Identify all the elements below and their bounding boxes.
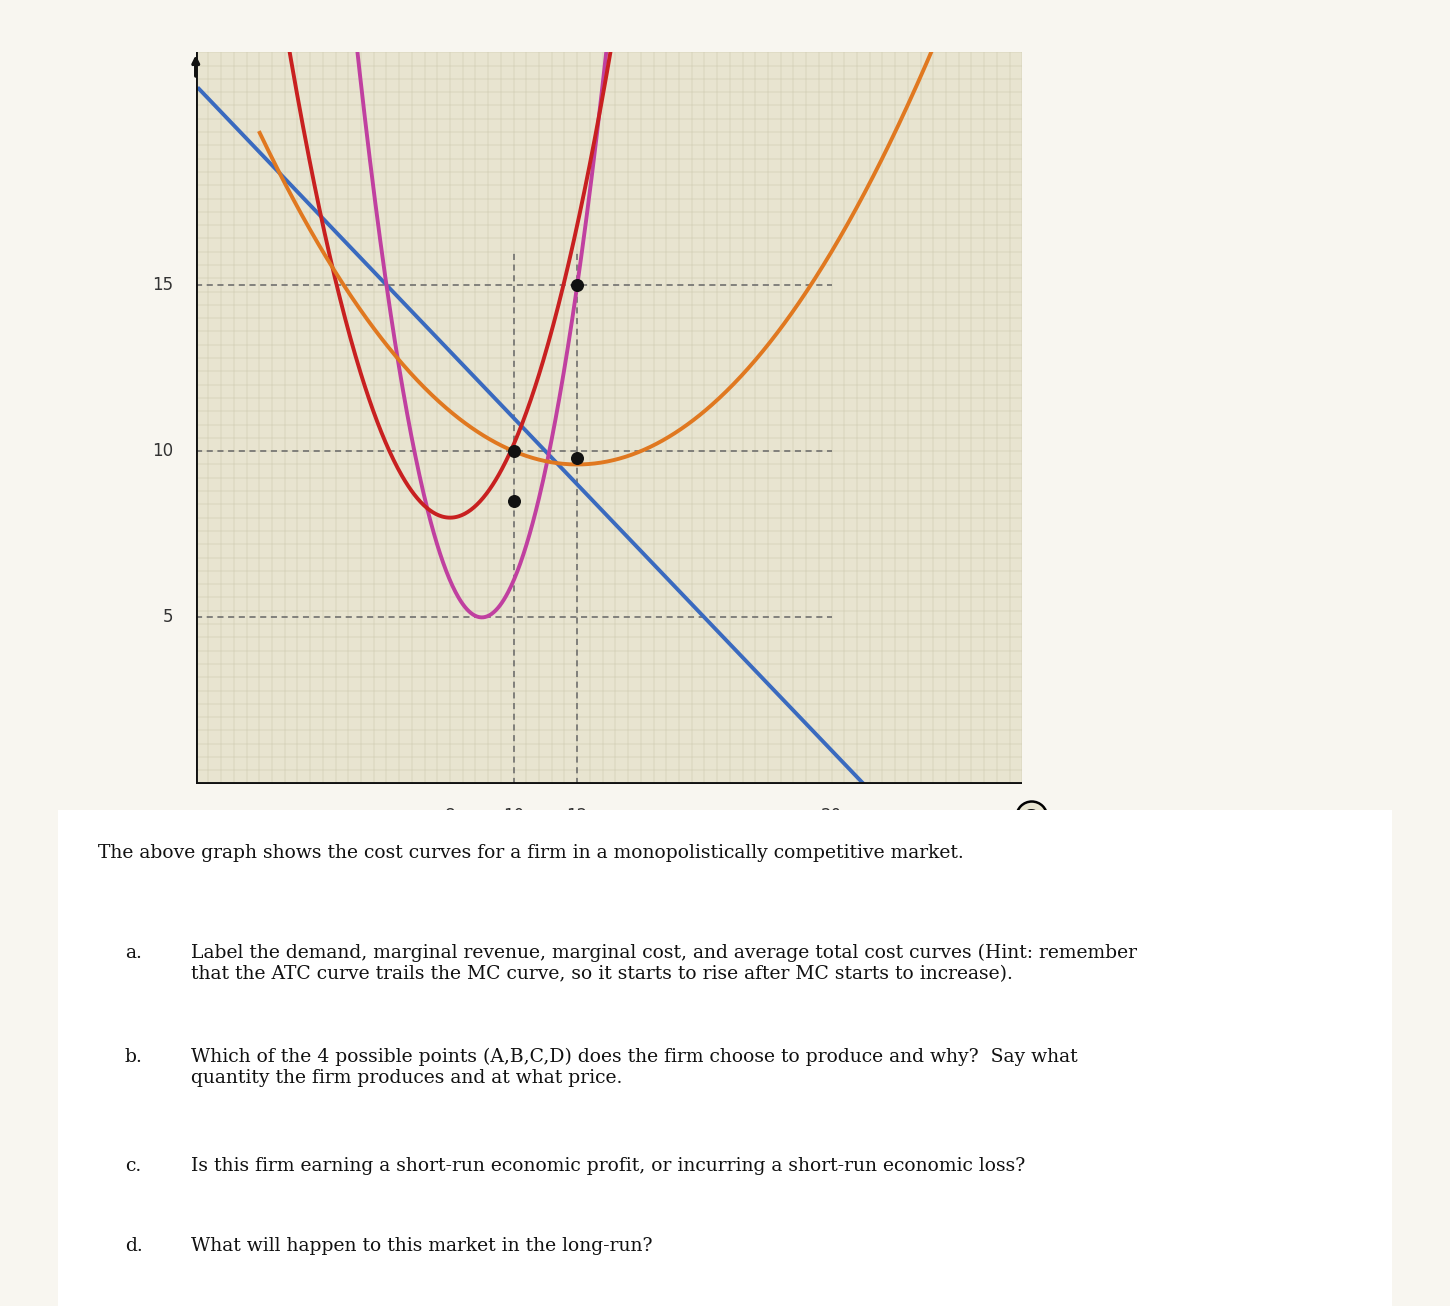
Point <box>502 440 525 461</box>
Text: Which of the 4 possible points (A,B,C,D) does the firm choose to produce and why: Which of the 4 possible points (A,B,C,D)… <box>191 1047 1077 1087</box>
Text: 20: 20 <box>821 807 842 825</box>
Text: c.: c. <box>125 1157 141 1175</box>
Text: 10: 10 <box>152 443 174 460</box>
Text: 12: 12 <box>567 807 587 825</box>
Point <box>566 448 589 469</box>
Text: a.: a. <box>125 944 142 961</box>
Text: What will happen to this market in the long-run?: What will happen to this market in the l… <box>191 1237 652 1255</box>
Text: 15: 15 <box>152 276 174 294</box>
Text: The above graph shows the cost curves for a firm in a monopolistically competiti: The above graph shows the cost curves fo… <box>99 845 964 862</box>
Text: 5: 5 <box>162 609 174 627</box>
Text: Is this firm earning a short-run economic profit, or incurring a short-run econo: Is this firm earning a short-run economi… <box>191 1157 1025 1175</box>
Point <box>566 274 589 295</box>
Text: 8: 8 <box>445 807 455 825</box>
Text: d.: d. <box>125 1237 142 1255</box>
Point <box>502 491 525 512</box>
Text: Label the demand, marginal revenue, marginal cost, and average total cost curves: Label the demand, marginal revenue, marg… <box>191 944 1137 983</box>
Text: Q: Q <box>1024 807 1040 827</box>
Text: 10: 10 <box>503 807 525 825</box>
FancyBboxPatch shape <box>58 810 1392 1306</box>
Text: b.: b. <box>125 1047 142 1066</box>
